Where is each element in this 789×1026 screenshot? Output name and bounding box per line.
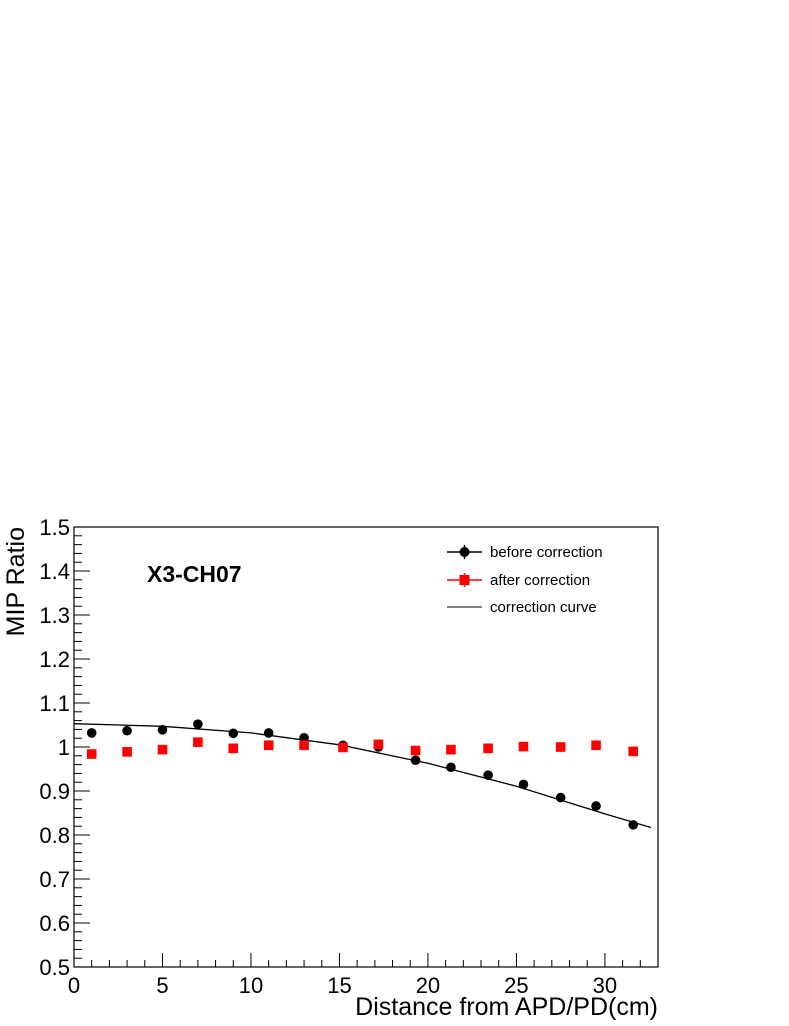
- after-correction-point: [483, 743, 493, 754]
- y-tick-label: 1.2: [39, 647, 70, 672]
- legend-before-marker: [459, 547, 470, 557]
- legend-item-before: before correction: [447, 544, 603, 561]
- correction-curve-layer: [73, 723, 652, 829]
- before-correction-point: [591, 801, 601, 811]
- legend-after-label: after correction: [490, 572, 590, 589]
- legend-before-label: before correction: [490, 544, 603, 561]
- legend-after-marker: [459, 575, 470, 585]
- after-correction-point: [446, 744, 456, 755]
- correction-curve-line: [73, 723, 652, 829]
- y-axis-ticks: 0.5 0.6 0.7 0.8 0.9 1 1.1 1.2 1.3 1.4 1.5: [39, 515, 90, 980]
- before-correction-point: [410, 755, 421, 765]
- after-correction-point: [122, 747, 132, 757]
- after-correction-point: [299, 740, 309, 751]
- before-correction-point: [518, 779, 529, 790]
- after-correction-point: [410, 745, 421, 756]
- y-tick-label: 0.8: [39, 823, 70, 848]
- after-correction-point: [263, 740, 274, 751]
- legend-item-curve: correction curve: [447, 599, 597, 616]
- data-points-layer: [86, 719, 639, 830]
- before-correction-point: [193, 719, 203, 729]
- legend-item-after: after correction: [447, 572, 590, 589]
- after-correction-point: [518, 741, 529, 752]
- before-correction-point: [299, 732, 309, 743]
- after-correction-point: [338, 742, 348, 753]
- after-correction-point: [628, 746, 639, 757]
- after-correction-point: [86, 749, 97, 759]
- y-tick-label: 1.3: [39, 603, 70, 628]
- x-tick-label: 0: [68, 973, 80, 998]
- before-correction-point: [555, 792, 566, 803]
- legend-curve-label: correction curve: [490, 599, 597, 616]
- after-correction-point: [373, 739, 384, 750]
- after-correction-point: [228, 743, 239, 754]
- after-correction-point: [157, 744, 168, 755]
- before-correction-point: [483, 770, 493, 780]
- before-correction-point: [228, 728, 239, 739]
- x-tick-label: 30: [593, 973, 617, 998]
- before-correction-point: [86, 728, 97, 738]
- before-correction-point: [157, 725, 168, 735]
- y-tick-label: 1.4: [39, 559, 70, 584]
- y-tick-label: 0.7: [39, 867, 70, 892]
- chart-annotation: X3-CH07: [147, 561, 242, 587]
- x-tick-label: 20: [416, 973, 440, 998]
- before-correction-point: [263, 728, 274, 738]
- y-tick-label: 1.1: [39, 691, 70, 716]
- y-axis-title: MIP Ratio: [2, 527, 30, 636]
- x-tick-label: 15: [327, 973, 351, 998]
- y-tick-label: 1.5: [39, 515, 70, 540]
- x-tick-label: 25: [504, 973, 528, 998]
- y-tick-label: 1: [58, 735, 70, 760]
- y-tick-label: 0.9: [39, 779, 70, 804]
- x-tick-label: 5: [156, 973, 168, 998]
- legend: before correction after correction corre…: [447, 544, 603, 616]
- after-correction-point: [193, 737, 203, 747]
- y-tick-label: 0.6: [39, 911, 70, 936]
- after-correction-point: [555, 742, 566, 752]
- x-axis-ticks: 0 5 10 15 20 25 30: [68, 953, 659, 998]
- y-tick-label: 0.5: [39, 955, 70, 980]
- before-correction-point: [628, 820, 639, 830]
- x-tick-label: 10: [239, 973, 263, 998]
- x-axis-title: Distance from APD/PD(cm): [355, 993, 658, 1021]
- before-correction-point: [446, 762, 456, 773]
- before-correction-point: [122, 725, 132, 736]
- after-correction-point: [591, 740, 601, 751]
